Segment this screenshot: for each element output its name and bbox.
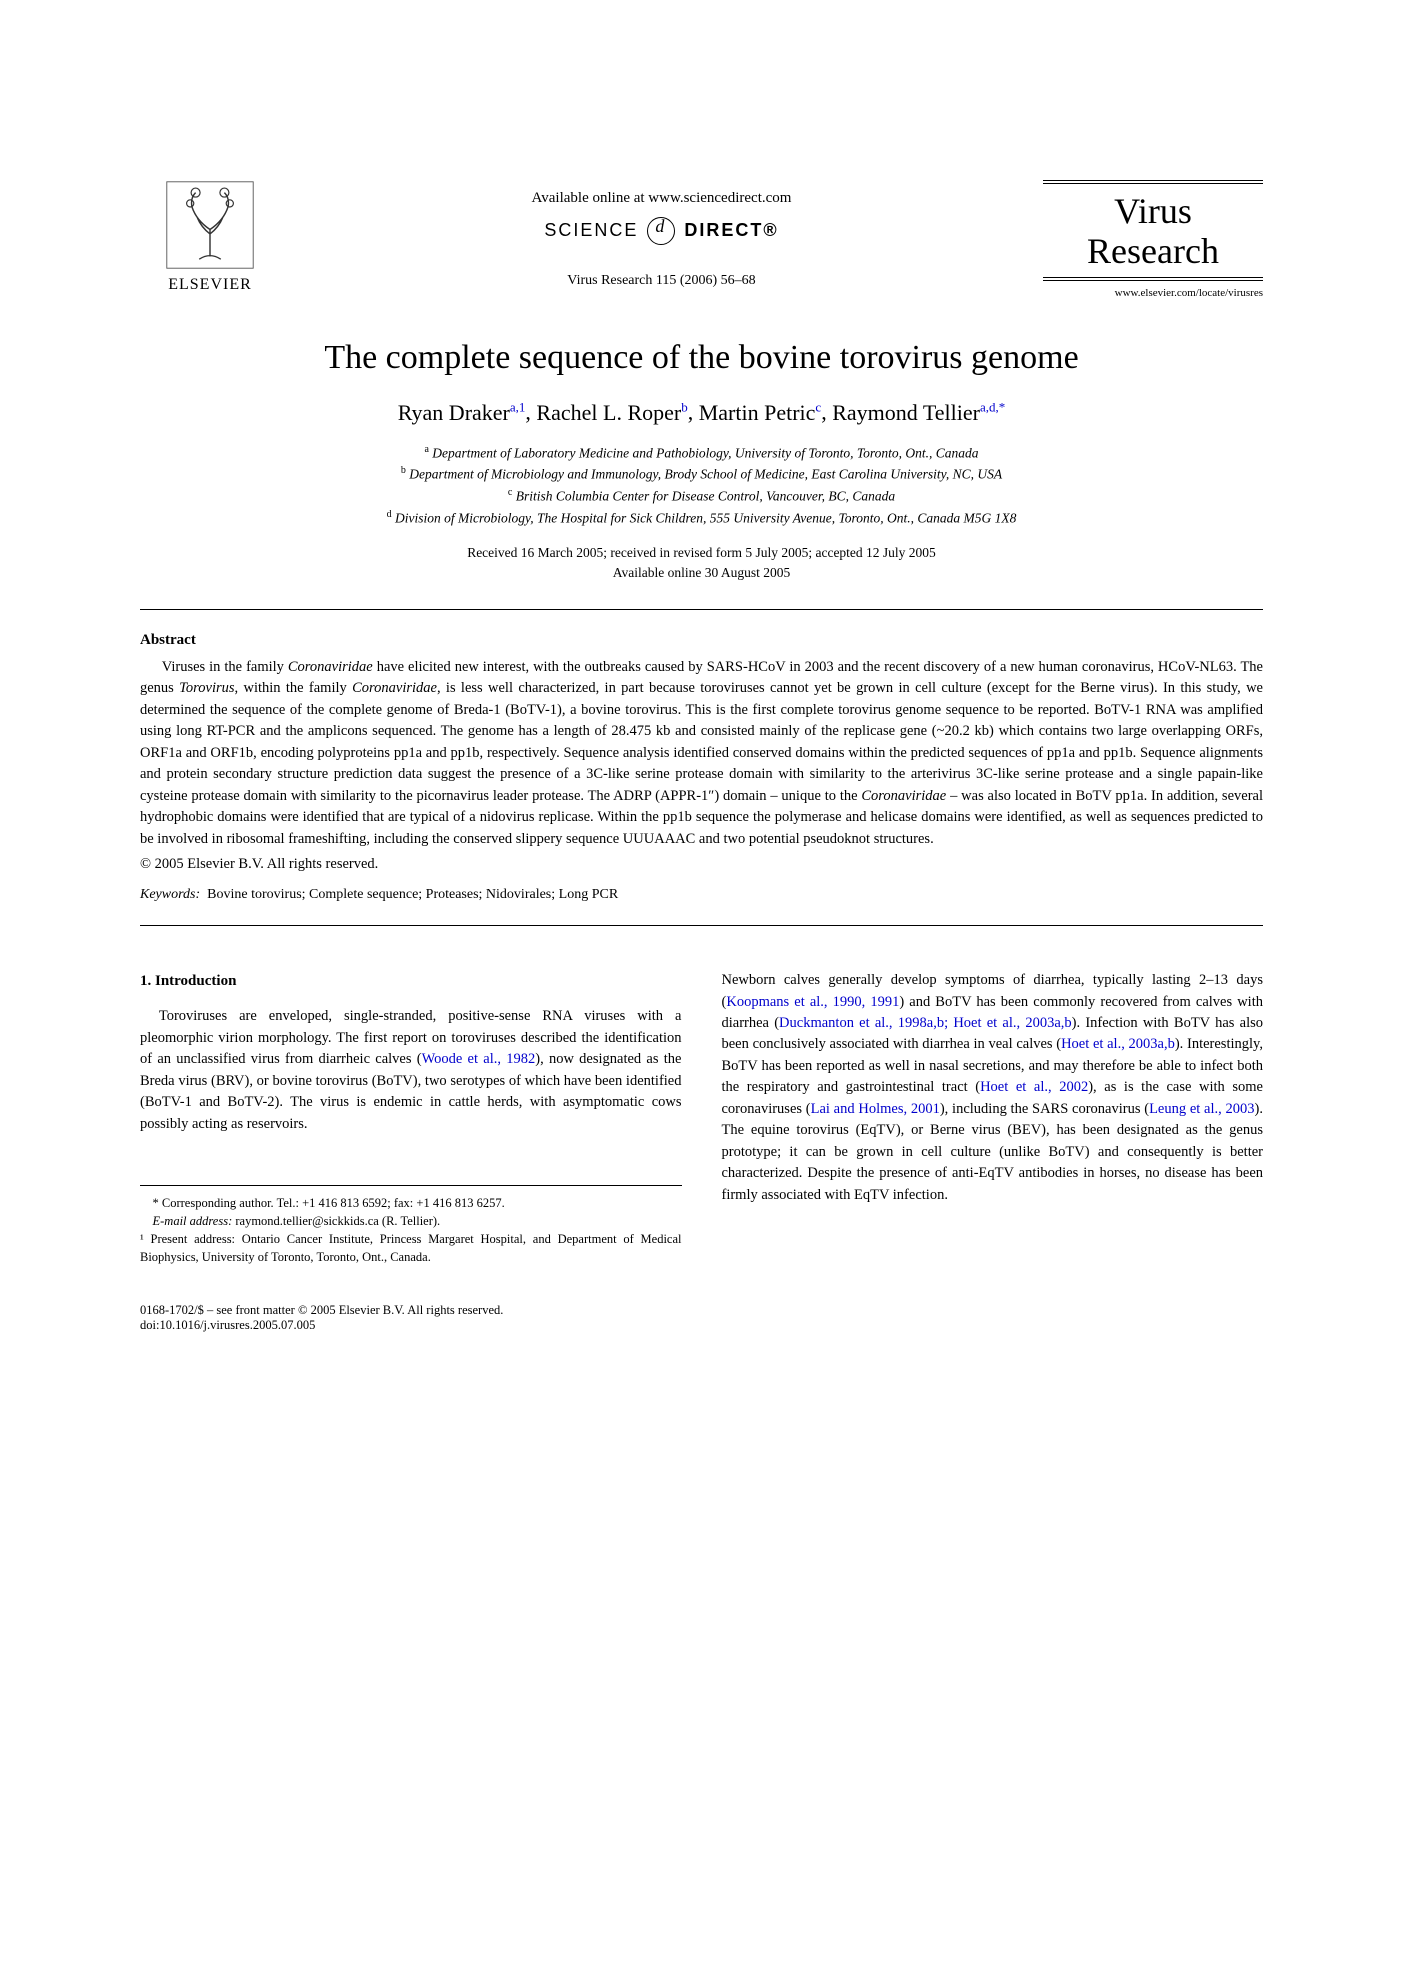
keywords-label: Keywords: xyxy=(140,887,200,902)
affiliation-b: b Department of Microbiology and Immunol… xyxy=(140,463,1263,485)
journal-reference: Virus Research 115 (2006) 56–68 xyxy=(280,273,1043,289)
article-dates: Received 16 March 2005; received in revi… xyxy=(140,543,1263,584)
header-center: Available online at www.sciencedirect.co… xyxy=(280,180,1043,289)
footnote-corresponding: * Corresponding author. Tel.: +1 416 813… xyxy=(140,1194,682,1212)
footer-front-matter: 0168-1702/$ – see front matter © 2005 El… xyxy=(140,1303,1263,1318)
journal-title-box: Virus Research xyxy=(1043,180,1263,281)
rule-top xyxy=(140,609,1263,610)
footnotes: * Corresponding author. Tel.: +1 416 813… xyxy=(140,1185,682,1267)
section-1-heading: 1. Introduction xyxy=(140,970,682,992)
affiliations: a Department of Laboratory Medicine and … xyxy=(140,442,1263,529)
elsevier-tree-icon xyxy=(165,180,255,270)
author-2: Rachel L. Roperb xyxy=(536,400,687,425)
footnote-present-address: ¹ Present address: Ontario Cancer Instit… xyxy=(140,1230,682,1266)
affiliation-c: c British Columbia Center for Disease Co… xyxy=(140,485,1263,507)
header-row: ELSEVIER Available online at www.science… xyxy=(140,180,1263,299)
journal-name-1: Virus xyxy=(1043,192,1263,232)
copyright-line: © 2005 Elsevier B.V. All rights reserved… xyxy=(140,856,1263,873)
author-4: Raymond Telliera,d,* xyxy=(832,400,1005,425)
publisher-block: ELSEVIER xyxy=(140,180,280,294)
journal-url: www.elsevier.com/locate/virusres xyxy=(1043,287,1263,299)
sd-left: SCIENCE xyxy=(544,220,638,240)
abstract-heading: Abstract xyxy=(140,632,1263,649)
author-3: Martin Petricc xyxy=(699,400,821,425)
intro-para-right: Newborn calves generally develop symptom… xyxy=(722,970,1264,1206)
abstract-paragraph: Viruses in the family Coronaviridae have… xyxy=(140,657,1263,850)
elsevier-label: ELSEVIER xyxy=(140,276,280,294)
journal-box-block: Virus Research www.elsevier.com/locate/v… xyxy=(1043,180,1263,299)
article-title: The complete sequence of the bovine toro… xyxy=(140,339,1263,377)
sciencedirect-logo: SCIENCE DIRECT® xyxy=(280,217,1043,245)
dates-online: Available online 30 August 2005 xyxy=(140,563,1263,583)
footer-doi: doi:10.1016/j.virusres.2005.07.005 xyxy=(140,1318,1263,1333)
column-left: 1. Introduction Toroviruses are envelope… xyxy=(140,970,682,1266)
keywords-text: Bovine torovirus; Complete sequence; Pro… xyxy=(207,887,618,902)
page: ELSEVIER Available online at www.science… xyxy=(0,0,1403,1413)
journal-name-2: Research xyxy=(1043,232,1263,272)
rule-bottom xyxy=(140,925,1263,926)
body-columns: 1. Introduction Toroviruses are envelope… xyxy=(140,970,1263,1266)
author-1: Ryan Drakera,1 xyxy=(398,400,526,425)
page-footer: 0168-1702/$ – see front matter © 2005 El… xyxy=(140,1303,1263,1333)
sd-right: DIRECT® xyxy=(684,220,778,240)
affiliation-d: d Division of Microbiology, The Hospital… xyxy=(140,507,1263,529)
column-right: Newborn calves generally develop symptom… xyxy=(722,970,1264,1266)
sciencedirect-icon xyxy=(647,217,675,245)
dates-received: Received 16 March 2005; received in revi… xyxy=(140,543,1263,563)
intro-para-left: Toroviruses are enveloped, single-strand… xyxy=(140,1006,682,1135)
author-list: Ryan Drakera,1, Rachel L. Roperb, Martin… xyxy=(140,399,1263,425)
affiliation-a: a Department of Laboratory Medicine and … xyxy=(140,442,1263,464)
abstract-body: Viruses in the family Coronaviridae have… xyxy=(140,657,1263,850)
footnote-email: E-mail address: raymond.tellier@sickkids… xyxy=(140,1212,682,1230)
keywords-line: Keywords: Bovine torovirus; Complete seq… xyxy=(140,887,1263,903)
available-online-text: Available online at www.sciencedirect.co… xyxy=(280,190,1043,207)
